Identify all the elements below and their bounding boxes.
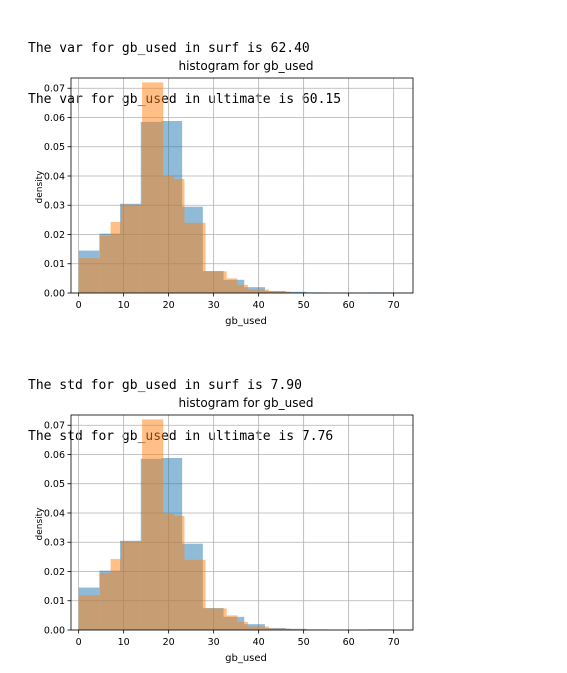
histogram-bar-ultimate — [184, 223, 205, 293]
histogram-bar-ultimate — [142, 82, 163, 293]
x-tick-label: 0 — [76, 637, 82, 648]
x-tick-label: 40 — [253, 637, 265, 648]
std-surf-line: The std for gb_used in surf is 7.90 — [28, 377, 333, 394]
histogram-bar-ultimate — [227, 615, 238, 630]
histogram-bar-ultimate — [100, 573, 111, 630]
histogram-bar-ultimate — [174, 179, 184, 293]
y-tick-label: 0.07 — [44, 84, 65, 95]
histogram-bar-ultimate — [100, 236, 111, 293]
x-tick-label: 10 — [118, 637, 130, 648]
y-tick-label: 0.00 — [44, 625, 65, 636]
histogram-bar-ultimate — [121, 205, 142, 293]
y-tick-label: 0.05 — [44, 479, 65, 490]
chart-title: histogram for gb_used — [178, 396, 313, 410]
x-tick-label: 60 — [343, 637, 355, 648]
histogram-bar-ultimate — [248, 626, 269, 630]
histogram-bar-ultimate — [184, 560, 205, 630]
histogram-bar-ultimate — [121, 542, 142, 630]
histogram-bar-ultimate — [206, 608, 227, 630]
histogram-bar-ultimate — [248, 289, 269, 293]
y-tick-label: 0.04 — [44, 508, 65, 519]
histogram-bar-ultimate — [111, 222, 121, 293]
y-tick-label: 0.06 — [44, 450, 65, 461]
y-tick-label: 0.05 — [44, 142, 65, 153]
x-tick-label: 30 — [208, 300, 220, 311]
y-tick-label: 0.00 — [44, 288, 65, 299]
x-tick-label: 70 — [388, 637, 400, 648]
y-tick-label: 0.03 — [44, 538, 65, 549]
x-axis-label: gb_used — [225, 653, 267, 664]
y-tick-label: 0.01 — [44, 259, 65, 270]
x-tick-label: 60 — [343, 300, 355, 311]
histogram-bar-ultimate — [79, 595, 100, 630]
x-tick-label: 10 — [118, 300, 130, 311]
y-tick-label: 0.06 — [44, 113, 65, 124]
histogram-bar-ultimate — [227, 278, 238, 293]
histogram-bar-ultimate — [79, 258, 100, 293]
x-tick-label: 70 — [388, 300, 400, 311]
y-tick-label: 0.07 — [44, 421, 65, 432]
histogram-bar-ultimate — [238, 622, 248, 630]
histogram-bar-ultimate — [142, 419, 163, 630]
x-tick-label: 20 — [163, 300, 175, 311]
histogram-bar-ultimate — [238, 285, 248, 293]
chart-title: histogram for gb_used — [178, 59, 313, 73]
x-axis-label: gb_used — [225, 316, 267, 327]
y-tick-label: 0.03 — [44, 201, 65, 212]
y-tick-label: 0.01 — [44, 596, 65, 607]
x-tick-label: 30 — [208, 637, 220, 648]
x-tick-label: 0 — [76, 300, 82, 311]
histogram-bar-ultimate — [206, 271, 227, 293]
histogram-bar-ultimate — [163, 513, 174, 630]
x-tick-label: 50 — [298, 300, 310, 311]
histogram-bar-ultimate — [174, 516, 184, 630]
y-tick-label: 0.02 — [44, 567, 65, 578]
x-tick-label: 50 — [298, 637, 310, 648]
y-tick-label: 0.02 — [44, 230, 65, 241]
x-tick-label: 20 — [163, 637, 175, 648]
y-tick-label: 0.04 — [44, 171, 65, 182]
histogram-bar-ultimate — [163, 176, 174, 293]
x-tick-label: 40 — [253, 300, 265, 311]
histogram-bar-ultimate — [111, 559, 121, 630]
var-surf-line: The var for gb_used in surf is 62.40 — [28, 40, 341, 57]
